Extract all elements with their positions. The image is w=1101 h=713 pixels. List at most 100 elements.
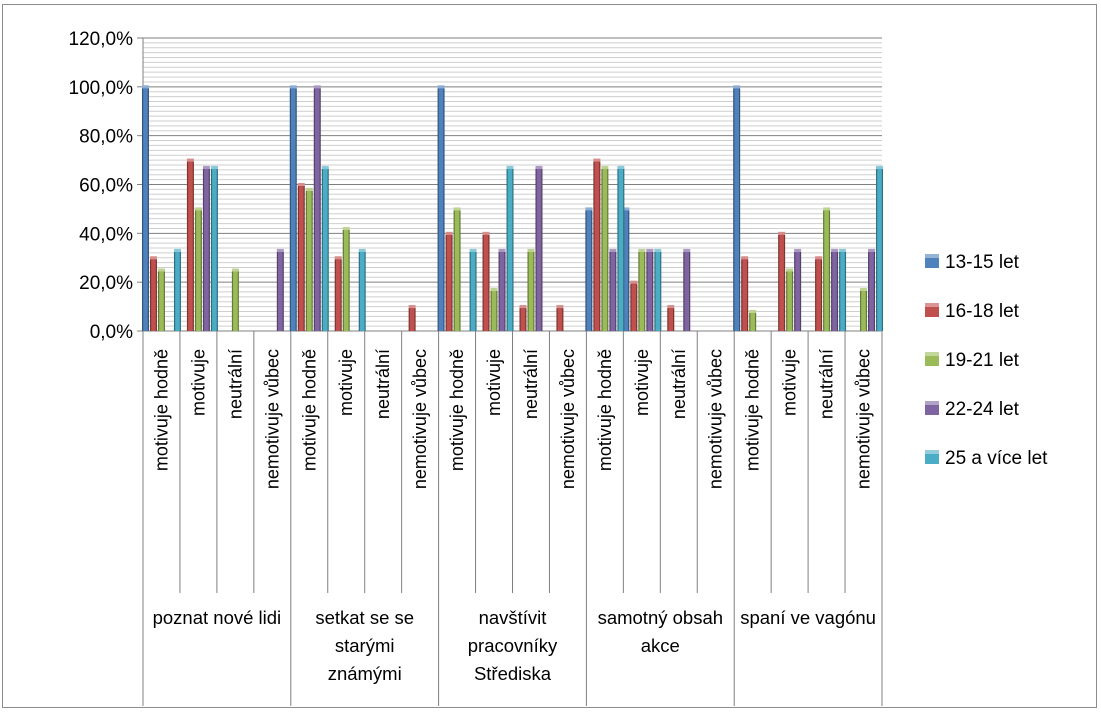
bar <box>438 86 444 331</box>
bar-cap <box>622 207 630 211</box>
legend-label: 25 a více let <box>945 448 1048 469</box>
bar <box>536 167 542 331</box>
bar-cap <box>202 165 210 169</box>
bar-cap <box>297 183 305 186</box>
bar <box>877 167 882 331</box>
bar-cap <box>437 85 445 89</box>
group-label: navštívit pracovníky Střediska <box>468 607 558 684</box>
bar-cap <box>617 165 625 169</box>
bar-cap <box>506 165 514 169</box>
y-tick-label: 20,0% <box>79 273 133 294</box>
group-label: samotný obsah akce <box>598 607 723 656</box>
bar <box>840 250 845 331</box>
bar-cap <box>313 85 321 89</box>
bar-cap <box>667 305 675 309</box>
bar <box>618 167 624 331</box>
bar-cap <box>601 165 609 169</box>
bar <box>359 250 365 331</box>
bar <box>557 306 563 331</box>
legend-swatch-highlight <box>925 450 939 454</box>
bar-cap <box>535 165 543 169</box>
bar-cap <box>638 248 646 252</box>
category-label: neutrální <box>373 349 393 419</box>
bar <box>655 250 661 331</box>
bar <box>188 160 193 331</box>
category-label: motivuje <box>632 349 652 416</box>
bar <box>196 208 201 331</box>
bar-cap <box>194 207 202 211</box>
bar <box>278 250 283 331</box>
category-label: neutrální <box>817 349 837 419</box>
bar-cap <box>815 256 823 260</box>
bar <box>586 208 592 331</box>
bar <box>610 250 616 331</box>
bar <box>151 257 156 331</box>
bar-cap <box>585 207 593 211</box>
y-tick-label: 40,0% <box>79 224 133 245</box>
bar <box>684 250 690 331</box>
category-label: nemotivuje vůbec <box>262 349 282 489</box>
bar-cap <box>276 248 284 252</box>
bar-cap <box>321 165 329 169</box>
bar <box>175 250 180 331</box>
legend-label: 16-18 let <box>945 301 1020 322</box>
bar-cap <box>794 248 802 252</box>
bar <box>631 282 637 331</box>
bar-cap <box>630 280 638 284</box>
bar <box>750 311 755 331</box>
category-label: motivuje <box>188 349 208 416</box>
bar-cap <box>289 85 297 89</box>
bar <box>787 269 792 331</box>
bar-cap <box>527 248 535 252</box>
bar <box>668 306 674 331</box>
bar-cap <box>733 85 741 89</box>
bar-cap <box>839 248 847 252</box>
bar-cap <box>609 248 617 252</box>
bar <box>306 189 312 331</box>
bar-cap <box>186 158 194 162</box>
bar-cap <box>482 231 490 235</box>
bar <box>861 289 866 331</box>
bar-cap <box>498 248 506 252</box>
category-label: motivuje hodně <box>447 349 467 471</box>
y-tick-label: 0,0% <box>90 322 133 343</box>
bar <box>647 250 653 331</box>
bar <box>335 257 341 331</box>
bar-cap <box>453 207 461 211</box>
category-label: neutrální <box>225 349 245 419</box>
bar-cap <box>334 256 342 260</box>
bar-cap <box>305 187 313 191</box>
bar <box>623 208 629 331</box>
bar <box>639 250 645 331</box>
bar-cap <box>831 248 839 252</box>
category-label: neutrální <box>669 349 689 419</box>
bar-cap <box>876 165 884 169</box>
bar <box>602 167 608 331</box>
category-label: nemotivuje vůbec <box>558 349 578 489</box>
bar-cap <box>141 85 149 89</box>
bar <box>594 160 600 331</box>
category-label: motivuje hodně <box>151 349 171 471</box>
bar-cap <box>469 248 477 252</box>
bar-cap <box>519 305 527 309</box>
bar <box>824 208 829 331</box>
bar <box>795 250 800 331</box>
category-label: motivuje hodně <box>595 349 615 471</box>
bar <box>869 250 874 331</box>
bar <box>343 228 349 331</box>
bar <box>143 86 148 331</box>
legend-label: 22-24 let <box>945 399 1020 420</box>
bar <box>454 208 460 331</box>
bar-cap <box>860 287 868 291</box>
y-tick-label: 60,0% <box>79 176 133 197</box>
bar <box>483 233 489 331</box>
bar-cap <box>778 231 786 235</box>
category-label: neutrální <box>521 349 541 419</box>
bar <box>212 167 217 331</box>
bar-cap <box>823 207 831 211</box>
group-label: poznat nové lidi <box>153 607 282 628</box>
category-label: nemotivuje vůbec <box>410 349 430 489</box>
group-label: spaní ve vagónu <box>740 607 876 628</box>
bar <box>290 86 296 331</box>
